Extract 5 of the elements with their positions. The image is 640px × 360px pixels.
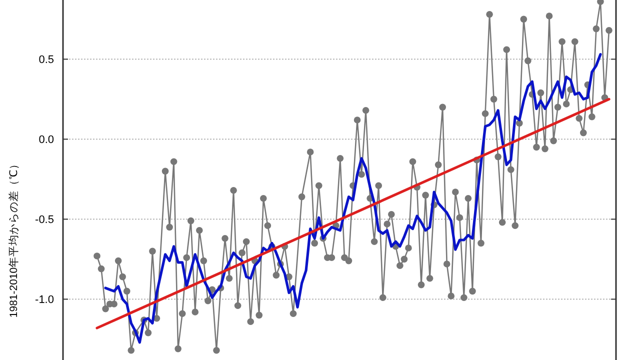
y-tick-label: -0.5	[35, 214, 54, 226]
y-tick-label: -1.0	[35, 294, 54, 306]
y-tick-label: 0.5	[38, 54, 54, 66]
y-tick-label: 0.0	[38, 134, 54, 146]
y-axis-title: 1981-2010年平均からの差（℃）	[8, 158, 20, 318]
